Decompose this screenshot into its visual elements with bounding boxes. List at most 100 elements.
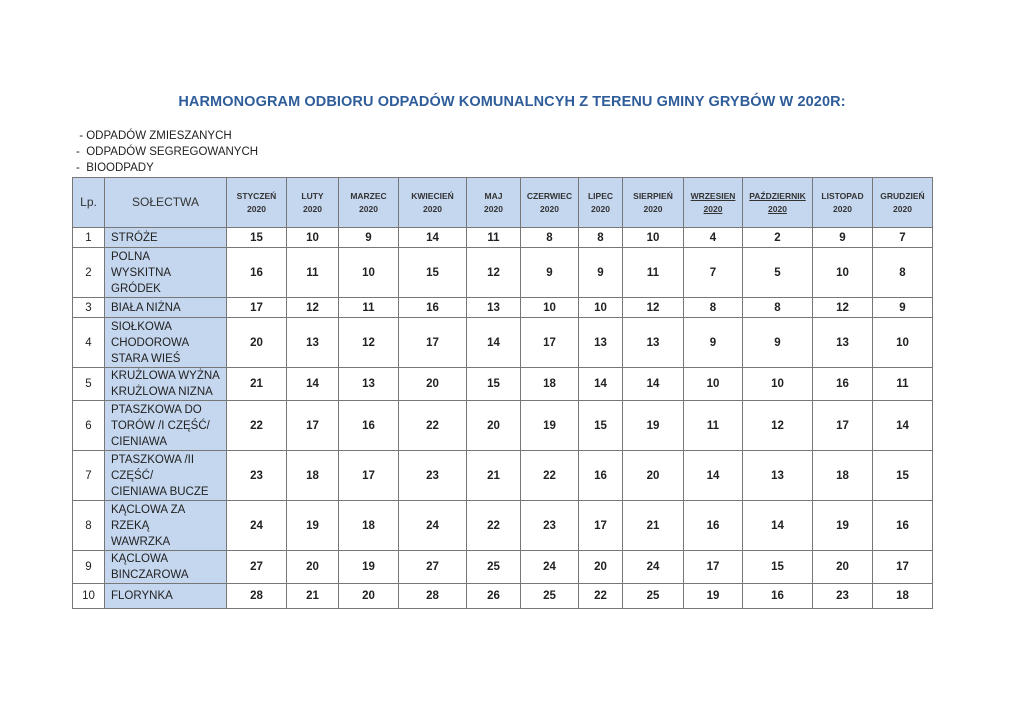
village-name-line: KRUŻLOWA WYŻNA: [111, 370, 220, 382]
row-number: 9: [72, 550, 105, 584]
village-name-line: TORÓW /I CZĘŚĆ/: [111, 419, 210, 432]
village-name: KRUŻLOWA WYŻNA KRUŻLOWA NIZNA: [104, 367, 227, 401]
pickup-day: 7: [683, 247, 743, 298]
pickup-day: 9: [338, 227, 399, 248]
row-number: 6: [72, 400, 105, 451]
month-year: 2020: [540, 203, 559, 214]
pickup-day: 2: [742, 227, 813, 248]
pickup-day: 19: [286, 500, 339, 551]
table-row: 1 STRÓŻE 15 10 9 14 11 8 8 10 4 2 9 7: [72, 227, 933, 248]
month-year: 2020: [833, 203, 852, 214]
waste-type-mixed: - ODPADÓW ZMIESZANYCH: [76, 130, 232, 142]
village-name-line: RZEKĄ: [111, 519, 150, 532]
pickup-day: 11: [338, 297, 399, 318]
month-header: CZERWIEC 2020: [520, 177, 579, 228]
pickup-day: 20: [286, 550, 339, 584]
pickup-day: 19: [683, 583, 743, 609]
pickup-day: 17: [872, 550, 933, 584]
pickup-day: 25: [622, 583, 684, 609]
pickup-day: 13: [812, 317, 873, 368]
pickup-day: 21: [466, 450, 521, 501]
pickup-day: 16: [578, 450, 623, 501]
pickup-day: 23: [226, 450, 287, 501]
village-name-line: PTASZKOWA DO: [111, 403, 202, 416]
table-row: 8 KĄCLOWA ZA RZEKĄ WAWRZKA 24 19 18 24 22 23 17 21 1…: [72, 500, 933, 551]
table-row: 9 KĄCLOWA BINCZAROWA 27 20 19 27 25 24 20 24 17 15 20…: [72, 550, 933, 584]
pickup-day: 24: [398, 500, 467, 551]
pickup-day: 11: [622, 247, 684, 298]
pickup-day: 14: [286, 367, 339, 401]
pickup-day: 21: [622, 500, 684, 551]
month-header: LUTY 2020: [286, 177, 339, 228]
pickup-day: 16: [683, 500, 743, 551]
month-header: KWIECIEŃ 2020: [398, 177, 467, 228]
waste-types-list: - ODPADÓW ZMIESZANYCH - ODPADÓW SEGREGOW…: [76, 128, 258, 176]
pickup-day: 24: [226, 500, 287, 551]
pickup-day: 14: [683, 450, 743, 501]
month-year: 2020: [484, 203, 503, 214]
pickup-day: 18: [812, 450, 873, 501]
pickup-day: 25: [466, 550, 521, 584]
pickup-day: 8: [520, 227, 579, 248]
month-header: MAJ 2020: [466, 177, 521, 228]
table-row: 5 KRUŻLOWA WYŻNA KRUŻLOWA NIZNA 21 14 13 20 15 1…: [72, 367, 933, 401]
pickup-day: 27: [398, 550, 467, 584]
pickup-day: 16: [742, 583, 813, 609]
month-year: 2020: [893, 203, 912, 214]
pickup-day: 28: [226, 583, 287, 609]
pickup-day: 21: [286, 583, 339, 609]
village-name-line: STARA WIEŚ: [111, 352, 181, 365]
table-row: 3 BIAŁA NIŻNA 17 12 11 16 13 10 10 12 8 8 12 9: [72, 297, 933, 318]
month-header: WRZESIEN 2020: [683, 177, 743, 228]
pickup-day: 13: [286, 317, 339, 368]
village-name: PTASZKOWA /II CZĘŚĆ/CIENIAWA BUCZE: [104, 450, 227, 501]
pickup-day: 14: [578, 367, 623, 401]
pickup-day: 11: [872, 367, 933, 401]
table-row: 4 SIOŁKOWA CHODOROWA STARA WIEŚ 20 13 12 17 14 17…: [72, 317, 933, 368]
table-row: 7 PTASZKOWA /II CZĘŚĆ/CIENIAWA BUCZE 23 18 17…: [72, 450, 933, 501]
pickup-day: 10: [578, 297, 623, 318]
pickup-day: 12: [812, 297, 873, 318]
pickup-day: 13: [578, 317, 623, 368]
pickup-day: 8: [872, 247, 933, 298]
table-row: 2 POLNA WYSKITNA GRÓDEK 16 11 10 15 12 9 9 11 7 5 10 8: [72, 247, 933, 298]
village-name-line: BIAŁA NIŻNA: [111, 301, 181, 314]
village-name: BIAŁA NIŻNA: [104, 297, 227, 318]
village-name: PTASZKOWA DO TORÓW /I CZĘŚĆ/CIENIAWA: [104, 400, 227, 451]
pickup-day: 14: [398, 227, 467, 248]
pickup-day: 19: [338, 550, 399, 584]
pickup-day: 17: [683, 550, 743, 584]
waste-type-segregated: - ODPADÓW SEGREGOWANYCH: [76, 146, 259, 158]
table-row: 10 FLORYNKA 28 21 20 28 26 25 22 25 19 16 23 18: [72, 583, 933, 609]
pickup-day: 10: [622, 227, 684, 248]
pickup-day: 9: [872, 297, 933, 318]
row-number: 1: [72, 227, 105, 248]
village-name: STRÓŻE: [104, 227, 227, 248]
pickup-day: 19: [622, 400, 684, 451]
row-number: 10: [72, 583, 105, 609]
pickup-day: 22: [398, 400, 467, 451]
table-row: 6 PTASZKOWA DO TORÓW /I CZĘŚĆ/CIENIAWA 22 17…: [72, 400, 933, 451]
pickup-day: 18: [520, 367, 579, 401]
schedule-table: Lp. SOŁECTWA STYCZEŃ 2020 LUTY 2020 MARZEC 20…: [72, 177, 933, 609]
village-name: KĄCLOWA ZA RZEKĄ WAWRZKA: [104, 500, 227, 551]
pickup-day: 10: [520, 297, 579, 318]
village-name-line: PTASZKOWA /II: [111, 453, 195, 466]
pickup-day: 16: [872, 500, 933, 551]
pickup-day: 21: [226, 367, 287, 401]
pickup-day: 17: [520, 317, 579, 368]
pickup-day: 15: [226, 227, 287, 248]
month-name: CZERWIEC: [526, 190, 573, 201]
month-header: STYCZEŃ 2020: [226, 177, 287, 228]
village-name-line: CZĘŚĆ/: [111, 469, 154, 482]
page-title: HARMONOGRAM ODBIORU ODPADÓW KOMUNALNCYH …: [178, 94, 846, 110]
pickup-day: 12: [286, 297, 339, 318]
month-name: MAJ: [484, 190, 503, 201]
pickup-day: 10: [742, 367, 813, 401]
month-name: STYCZEŃ: [236, 190, 277, 201]
pickup-day: 19: [520, 400, 579, 451]
month-name: LISTOPAD: [821, 190, 864, 201]
pickup-day: 27: [226, 550, 287, 584]
village-name: SIOŁKOWA CHODOROWA STARA WIEŚ: [104, 317, 227, 368]
pickup-day: 13: [338, 367, 399, 401]
